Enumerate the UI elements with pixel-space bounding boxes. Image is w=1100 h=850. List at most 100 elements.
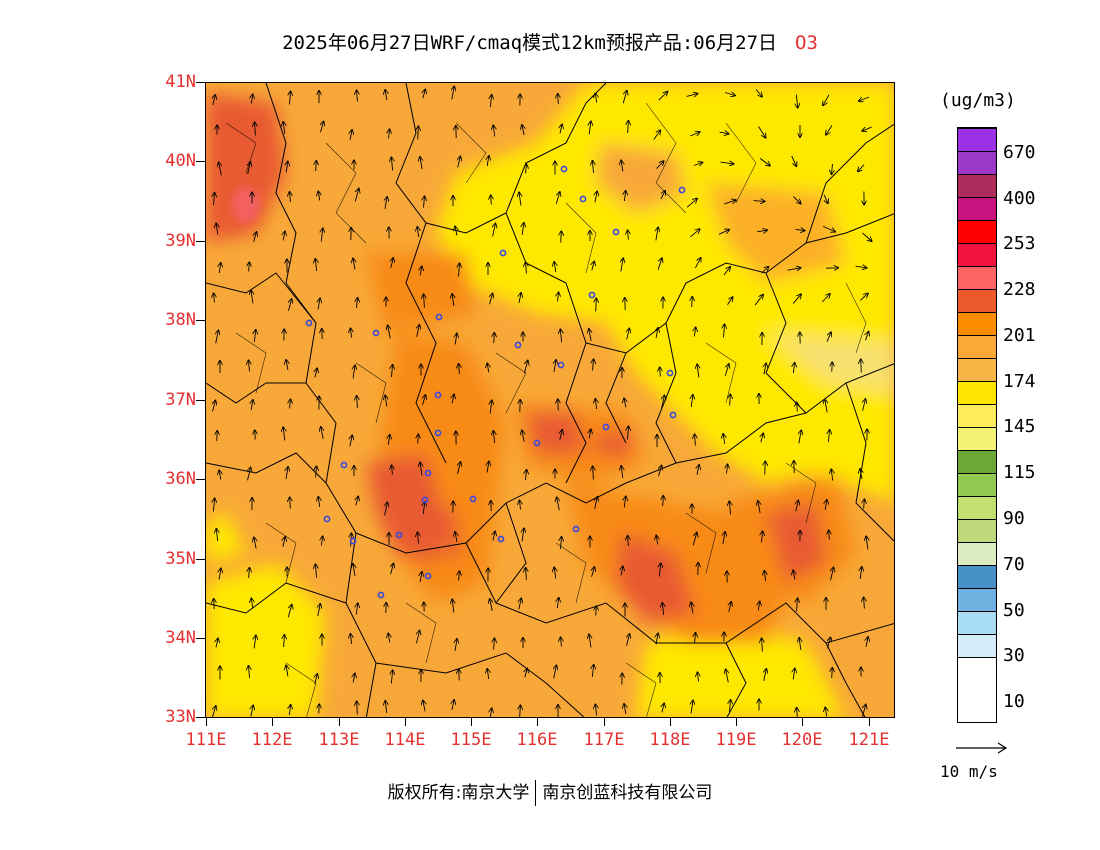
wind-vector-arrow bbox=[389, 130, 390, 139]
wind-vector-arrow bbox=[487, 156, 489, 166]
wind-vector-arrow bbox=[315, 259, 316, 272]
wind-vector-arrow bbox=[862, 232, 872, 241]
wind-vector-arrow bbox=[321, 427, 323, 439]
o3-forecast-map[interactable] bbox=[205, 82, 895, 718]
wind-vector-arrow bbox=[855, 266, 867, 268]
wind-vector-arrow bbox=[793, 363, 794, 374]
wind-vector-arrow bbox=[249, 568, 250, 579]
wind-vector-arrow bbox=[357, 91, 358, 102]
wind-vector-arrow bbox=[627, 634, 630, 646]
wind-vector-arrow bbox=[459, 572, 460, 581]
wind-vector-arrow bbox=[825, 400, 827, 413]
wind-vector-arrow bbox=[692, 297, 693, 308]
wind-vector-arrow bbox=[758, 602, 759, 611]
legend-swatch bbox=[958, 519, 996, 542]
legend-label: 174 bbox=[1003, 371, 1036, 392]
wind-vector-arrow bbox=[283, 122, 285, 134]
lat-tick bbox=[196, 559, 205, 560]
wind-vector-arrow bbox=[596, 299, 597, 312]
legend-swatch bbox=[958, 174, 996, 197]
wind-vector-arrow bbox=[459, 364, 460, 375]
wind-vector-arrow bbox=[493, 532, 495, 541]
wind-vector-arrow bbox=[286, 162, 288, 173]
wind-vector-arrow bbox=[693, 163, 702, 166]
wind-vector-arrow bbox=[554, 360, 556, 372]
wind-vector-arrow bbox=[388, 634, 390, 643]
wind-vector-arrow bbox=[861, 705, 865, 717]
wind-vector-arrow bbox=[595, 94, 596, 103]
wind-vector-arrow bbox=[695, 258, 700, 269]
lon-label-119e: 119E bbox=[715, 730, 757, 750]
lon-tick bbox=[339, 718, 340, 726]
wind-vector-arrow bbox=[656, 536, 657, 545]
county-13 bbox=[685, 512, 717, 574]
wind-vector-arrow bbox=[761, 267, 769, 274]
wind-vector-arrow bbox=[388, 435, 389, 446]
wind-vector-arrow bbox=[353, 366, 355, 379]
wind-vector-arrow bbox=[558, 94, 559, 105]
city-markers bbox=[305, 165, 686, 599]
lon-label-111e: 111E bbox=[185, 730, 227, 750]
boundary-4 bbox=[206, 272, 317, 324]
wind-vector-arrow bbox=[724, 325, 725, 338]
wind-vector-arrow bbox=[316, 565, 317, 578]
wind-vector-arrow bbox=[727, 297, 733, 305]
wind-vector-arrow bbox=[214, 294, 215, 303]
lat-tick bbox=[196, 320, 205, 321]
core-center bbox=[366, 453, 446, 563]
wind-vector-arrow bbox=[690, 132, 699, 137]
wind-vector-arrow bbox=[660, 191, 665, 200]
wind-vector-arrow bbox=[729, 602, 731, 613]
lat-tick bbox=[196, 717, 205, 718]
wind-vector-arrow bbox=[866, 332, 869, 341]
wind-vector-arrow bbox=[795, 229, 805, 230]
city-marker bbox=[349, 537, 357, 545]
city-marker bbox=[588, 291, 596, 299]
wind-vector-arrow bbox=[283, 537, 285, 547]
wind-vector-arrow bbox=[825, 708, 826, 717]
wind-vector-arrow bbox=[493, 224, 496, 237]
wind-vector-arrow bbox=[418, 435, 419, 444]
wind-vector-arrow bbox=[420, 267, 421, 276]
wind-vector-arrow bbox=[656, 634, 658, 645]
lat-label-38n: 38N bbox=[165, 310, 196, 330]
boundary-16 bbox=[825, 642, 866, 717]
wind-vector-arrow bbox=[662, 704, 664, 713]
wind-vector-arrow bbox=[493, 431, 494, 444]
wind-vector-arrow bbox=[656, 161, 664, 169]
legend-swatch bbox=[958, 634, 996, 657]
lon-tick bbox=[736, 718, 737, 726]
wind-vector-arrow bbox=[624, 191, 625, 202]
wind-vector-arrow bbox=[315, 674, 318, 684]
wind-vector-arrow bbox=[861, 360, 862, 373]
wind-vector-arrow bbox=[214, 193, 215, 206]
city-marker bbox=[424, 572, 432, 580]
city-marker bbox=[377, 591, 385, 599]
wind-vector-arrow bbox=[828, 430, 829, 443]
county-5 bbox=[725, 122, 757, 204]
wind-vector-arrow bbox=[624, 704, 626, 714]
wind-vector-arrow bbox=[520, 706, 521, 717]
legend-swatch bbox=[958, 381, 996, 404]
wind-vector-arrow bbox=[758, 501, 760, 513]
wind-vector-arrow bbox=[723, 532, 725, 544]
wind-vector-arrow bbox=[797, 403, 798, 412]
wind-vector-arrow bbox=[622, 91, 627, 104]
wind-vector-arrow bbox=[522, 223, 524, 235]
wind-vector-arrow bbox=[826, 332, 831, 342]
wind-vector-arrow bbox=[213, 95, 215, 106]
wind-vector-arrow bbox=[624, 497, 626, 508]
city-marker bbox=[579, 195, 587, 203]
wind-vector-arrow bbox=[417, 227, 418, 238]
wind-vector-arrow bbox=[656, 328, 658, 338]
wind-vector-arrow bbox=[832, 668, 833, 679]
wind-vector-arrow bbox=[216, 224, 218, 235]
wind-vector-arrow bbox=[561, 537, 562, 550]
wind-vector-arrow bbox=[595, 497, 598, 509]
wind-vector-arrow bbox=[589, 430, 590, 439]
legend-swatch bbox=[958, 588, 996, 611]
city-marker bbox=[678, 186, 686, 194]
core-mid-2 bbox=[596, 433, 636, 458]
core-mid bbox=[526, 413, 586, 453]
wind-vector-arrow bbox=[697, 365, 699, 378]
